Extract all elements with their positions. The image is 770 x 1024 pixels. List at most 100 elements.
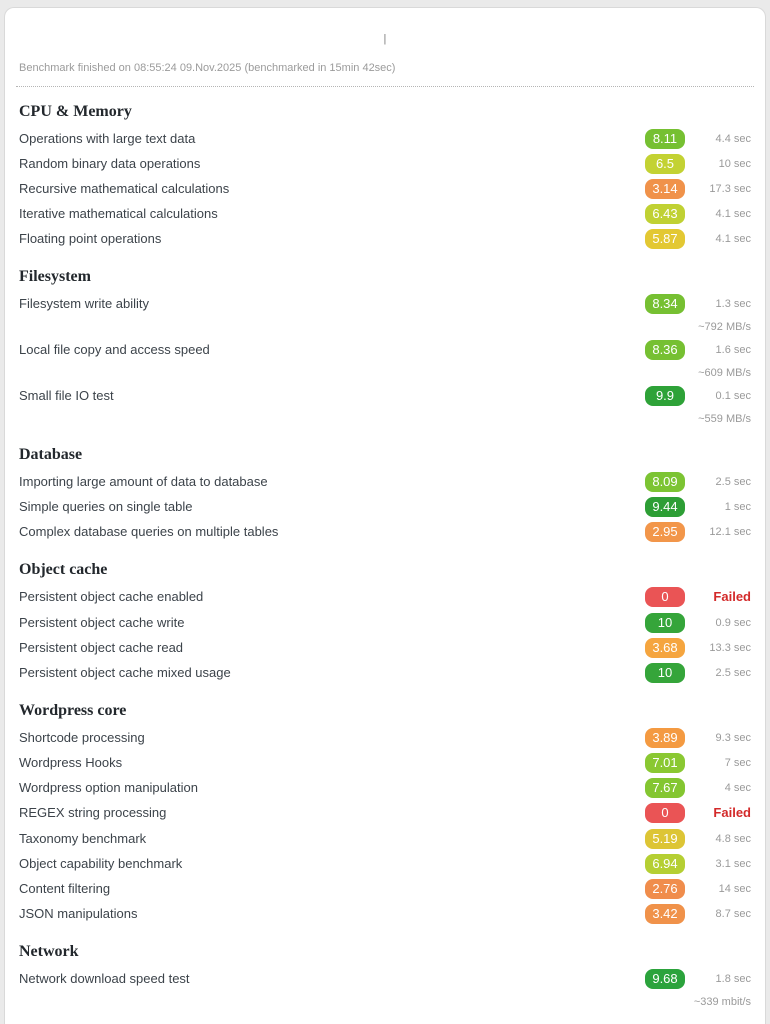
benchmark-row: Filesystem write ability 8.34 1.3 sec ~7… <box>16 292 754 337</box>
score-badge: 0 <box>645 803 685 823</box>
time-value: 4.1 sec <box>715 233 751 245</box>
score-badge: 5.87 <box>645 229 685 249</box>
benchmark-test-label: Wordpress option manipulation <box>19 780 198 795</box>
score-badge: 8.09 <box>645 472 685 492</box>
score-badge: 9.68 <box>645 969 685 989</box>
time-column: 2.5 sec <box>685 663 751 683</box>
transfer-rate: ~792 MB/s <box>698 321 751 333</box>
benchmark-row: Persistent object cache read 3.68 13.3 s… <box>16 636 754 660</box>
benchmark-row: Importing large amount of data to databa… <box>16 470 754 494</box>
separator <box>16 86 754 87</box>
benchmark-row: Persistent object cache enabled 0 Failed <box>16 585 754 610</box>
benchmark-test-label: Recursive mathematical calculations <box>19 181 230 196</box>
time-column: 2.5 sec <box>685 472 751 492</box>
score-badge: 0 <box>645 587 685 607</box>
benchmark-test-label: Network download speed test <box>19 971 190 986</box>
time-value: 10 sec <box>718 158 751 170</box>
time-column: 1.6 sec ~609 MB/s <box>685 340 751 381</box>
transfer-rate: ~339 mbit/s <box>693 996 751 1008</box>
score-badge: 6.94 <box>645 854 685 874</box>
score-badge: 7.67 <box>645 778 685 798</box>
time-column: 7 sec <box>685 753 751 773</box>
time-value: 1 sec <box>724 501 751 513</box>
benchmark-test-label: Shortcode processing <box>19 730 145 745</box>
time-value: 0.1 sec <box>715 390 751 402</box>
benchmark-row: Simple queries on single table 9.44 1 se… <box>16 495 754 519</box>
section-title: Database <box>19 446 83 463</box>
time-value: 3.1 sec <box>715 858 751 870</box>
benchmark-test-label: Persistent object cache write <box>19 615 185 630</box>
score-badge: 9.44 <box>645 497 685 517</box>
benchmark-row: Local file copy and access speed 8.36 1.… <box>16 338 754 383</box>
time-column: 1 sec <box>685 497 751 517</box>
time-column: 17.3 sec <box>685 179 751 199</box>
score-badge: 3.89 <box>645 728 685 748</box>
benchmark-test-label: JSON manipulations <box>19 906 138 921</box>
benchmark-test-label: Object capability benchmark <box>19 856 183 871</box>
time-column: 4.1 sec <box>685 229 751 249</box>
time-column: 4.4 sec <box>685 129 751 149</box>
score-badge: 6.43 <box>645 204 685 224</box>
benchmark-test-label: Filesystem write ability <box>19 296 150 311</box>
logo-row: | <box>16 18 754 58</box>
score-badge: 8.11 <box>645 129 685 149</box>
time-value: 4.4 sec <box>715 133 751 145</box>
benchmark-test-label: Random binary data operations <box>19 156 201 171</box>
benchmark-row: Taxonomy benchmark 5.19 4.8 sec <box>16 827 754 851</box>
benchmark-test-label: Floating point operations <box>19 231 162 246</box>
benchmark-section: Database Importing large amount of data … <box>16 430 754 544</box>
benchmark-section: Object cache Persistent object cache ena… <box>16 545 754 685</box>
time-column: Failed <box>685 803 751 824</box>
score-badge: 2.76 <box>645 879 685 899</box>
benchmark-row: Complex database queries on multiple tab… <box>16 520 754 544</box>
benchmark-row: Operations with large text data 8.11 4.4… <box>16 127 754 151</box>
score-badge: 7.01 <box>645 753 685 773</box>
benchmark-results-card: | Benchmark finished on 08:55:24 09.Nov.… <box>4 7 766 1024</box>
time-column: 10 sec <box>685 154 751 174</box>
benchmark-row: Recursive mathematical calculations 3.14… <box>16 177 754 201</box>
benchmark-test-label: Local file copy and access speed <box>19 342 210 357</box>
benchmark-row: JSON manipulations 3.42 8.7 sec <box>16 902 754 926</box>
score-badge: 5.19 <box>645 829 685 849</box>
benchmark-row: Persistent object cache mixed usage 10 2… <box>16 661 754 685</box>
section-title: CPU & Memory <box>19 103 132 120</box>
broken-logo-image-icon: | <box>383 31 387 45</box>
time-value: 2.5 sec <box>715 476 751 488</box>
time-value: 0.9 sec <box>715 617 751 629</box>
time-value: Failed <box>713 805 751 820</box>
benchmark-section: Wordpress core Shortcode processing 3.89… <box>16 686 754 926</box>
benchmark-finished-text: Benchmark finished on 08:55:24 09.Nov.20… <box>19 62 396 74</box>
score-badge: 3.42 <box>645 904 685 924</box>
time-column: 1.3 sec ~792 MB/s <box>685 294 751 335</box>
time-value: 12.1 sec <box>709 526 751 538</box>
time-value: 8.7 sec <box>715 908 751 920</box>
time-column: 3.1 sec <box>685 854 751 874</box>
section-rows: Operations with large text data 8.11 4.4… <box>16 127 754 251</box>
section-rows: Filesystem write ability 8.34 1.3 sec ~7… <box>16 292 754 429</box>
time-column: 14 sec <box>685 879 751 899</box>
benchmark-row: Wordpress option manipulation 7.67 4 sec <box>16 776 754 800</box>
benchmark-test-label: REGEX string processing <box>19 805 167 820</box>
time-column: 8.7 sec <box>685 904 751 924</box>
benchmark-test-label: Persistent object cache read <box>19 640 184 655</box>
benchmark-test-label: Persistent object cache enabled <box>19 589 204 604</box>
benchmark-row: Iterative mathematical calculations 6.43… <box>16 202 754 226</box>
score-badge: 3.68 <box>645 638 685 658</box>
transfer-rate: ~559 MB/s <box>698 413 751 425</box>
time-value: Failed <box>713 589 751 604</box>
benchmark-test-label: Simple queries on single table <box>19 499 193 514</box>
benchmark-test-label: Operations with large text data <box>19 131 196 146</box>
time-value: 2.5 sec <box>715 667 751 679</box>
section-rows: Shortcode processing 3.89 9.3 sec Wordpr… <box>16 726 754 926</box>
time-column: 12.1 sec <box>685 522 751 542</box>
time-value: 4 sec <box>724 782 751 794</box>
benchmark-test-label: Content filtering <box>19 881 111 896</box>
section-title: Object cache <box>19 561 108 578</box>
benchmark-sections: CPU & Memory Operations with large text … <box>16 87 754 1012</box>
time-column: 4 sec <box>685 778 751 798</box>
time-column: 1.8 sec ~339 mbit/s <box>685 969 751 1010</box>
time-column: Failed <box>685 587 751 608</box>
benchmark-test-label: Small file IO test <box>19 388 114 403</box>
section-rows: Persistent object cache enabled 0 Failed… <box>16 585 754 685</box>
time-column: 0.1 sec ~559 MB/s <box>685 386 751 427</box>
